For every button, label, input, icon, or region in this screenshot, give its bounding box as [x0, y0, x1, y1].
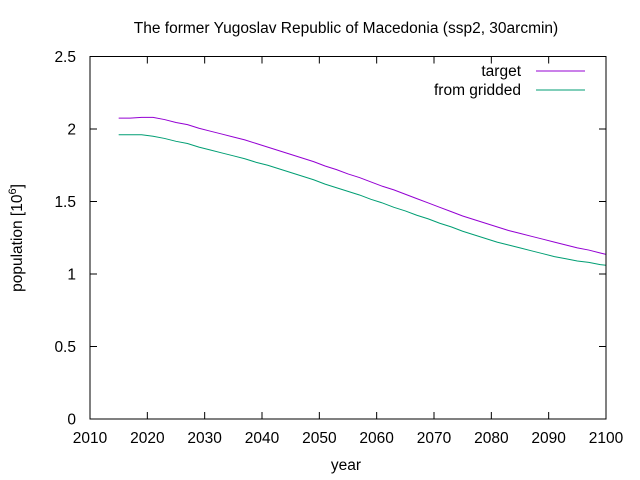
y-axis-label: population [106] — [7, 184, 26, 292]
x-axis-label: year — [331, 457, 361, 474]
y-tick-label: 0.5 — [54, 339, 76, 356]
x-tick-label: 2050 — [302, 430, 337, 447]
x-tick-label: 2030 — [187, 430, 222, 447]
x-tick-label: 2090 — [531, 430, 566, 447]
y-tick-label: 1 — [67, 267, 76, 284]
legend-label-from-gridded: from gridded — [434, 82, 521, 99]
x-tick-label: 2020 — [130, 430, 165, 447]
series-line-from-gridded — [118, 134, 607, 266]
plot-frame — [89, 56, 607, 420]
x-tick-label: 2040 — [245, 430, 280, 447]
chart-title: The former Yugoslav Republic of Macedoni… — [134, 20, 558, 37]
x-tick-labels: 2010 2020 2030 2040 2050 2060 2070 2080 2090 2100 — [73, 430, 624, 447]
y-tick-labels: 0 0.5 1 1.5 2 2.5 — [54, 49, 76, 429]
x-tick-label: 2100 — [589, 430, 624, 447]
y-axis-label-main: population [10 — [9, 194, 26, 292]
y-tick-label: 2.5 — [54, 49, 76, 66]
series-line-target — [118, 116, 607, 255]
plot-series — [118, 116, 607, 266]
legend-label-target: target — [481, 63, 521, 80]
y-tick-label: 0 — [67, 412, 76, 429]
x-tick-label: 2010 — [73, 430, 108, 447]
x-tick-label: 2070 — [417, 430, 452, 447]
y-axis-label-close: ] — [9, 184, 26, 188]
x-tick-label: 2060 — [359, 430, 394, 447]
x-tick-label: 2080 — [474, 430, 509, 447]
y-tick-label: 1.5 — [54, 194, 76, 211]
y-axis-label-exponent: 6 — [7, 188, 19, 194]
axis-ticks — [89, 56, 607, 420]
y-tick-label: 2 — [67, 122, 76, 139]
legend: target from gridded — [434, 63, 585, 99]
